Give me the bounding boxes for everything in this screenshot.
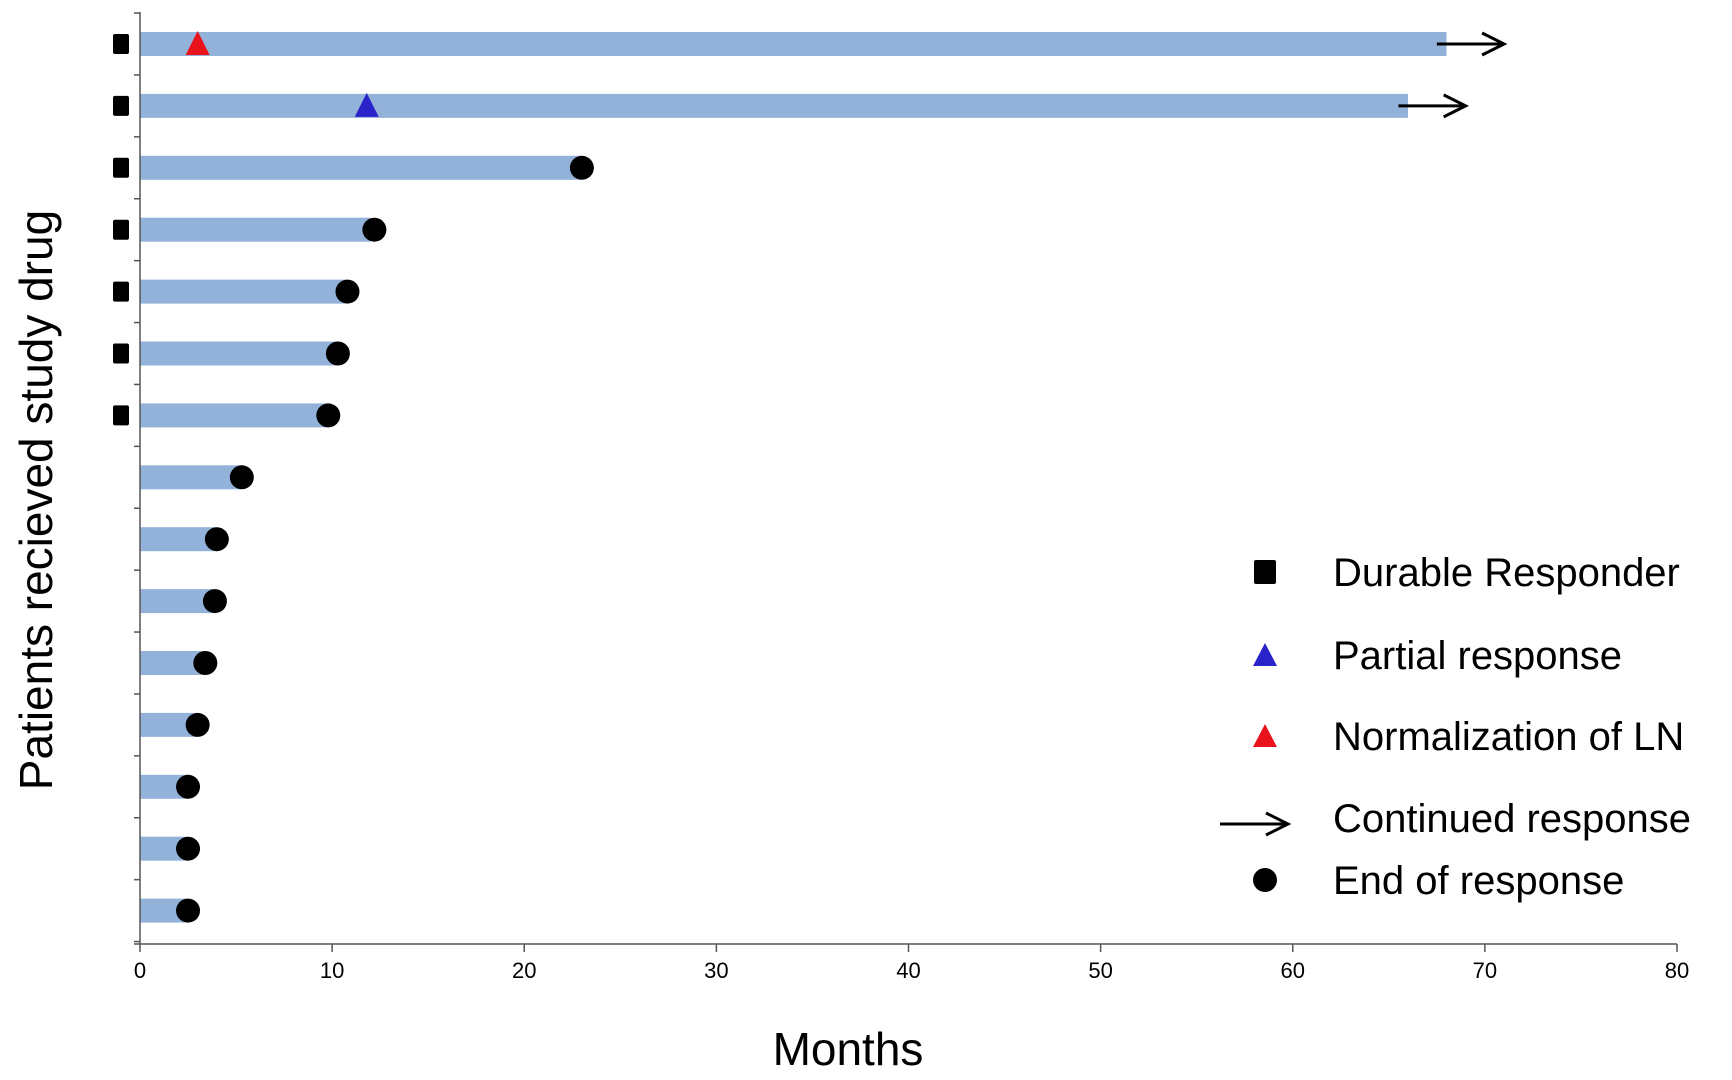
bar-patient-2 [140, 93, 1409, 118]
durable-responder-marker-6 [113, 343, 129, 364]
end-of-response-marker-11 [193, 651, 218, 675]
end-of-response-marker-8 [229, 465, 254, 490]
axes-layer: 0 10 20 30 40 50 60 70 80 [134, 12, 1689, 983]
legend-label: Continued response [1333, 797, 1691, 841]
end-of-response-marker-9 [204, 527, 229, 552]
durable-responder-marker-5 [113, 281, 129, 302]
durable-responder-marker-7 [113, 405, 129, 426]
bar-patient-6 [140, 341, 338, 366]
legend-item: Normalization of LN [1253, 715, 1684, 759]
end-of-response-marker-3 [569, 155, 594, 180]
end-of-response-marker-15 [176, 898, 201, 923]
durable-responder-marker-2 [113, 95, 129, 116]
x-axis-title: Months [773, 1023, 924, 1075]
end-of-response-marker-14 [176, 836, 201, 861]
x-tick-label: 70 [1473, 958, 1497, 983]
durable-responder-marker-4 [113, 219, 129, 240]
legend-square-icon [1254, 560, 1276, 584]
legend-item: Continued response [1220, 797, 1691, 841]
x-tick-label: 30 [704, 958, 728, 983]
legend-arrowhead-icon [1265, 811, 1292, 837]
x-tick-label: 50 [1088, 958, 1112, 983]
x-tick-label: 20 [512, 958, 536, 983]
legend-item: End of response [1253, 859, 1624, 903]
x-tick-label: 60 [1281, 958, 1305, 983]
end-of-response-marker-4 [362, 217, 387, 242]
legend-triangle-icon [1253, 643, 1277, 666]
end-of-response-marker-13 [176, 774, 201, 799]
legend-label: End of response [1333, 859, 1624, 903]
legend-item: Partial response [1253, 634, 1622, 678]
x-tick-label: 80 [1665, 958, 1689, 983]
partial-response-marker-2 [354, 92, 379, 117]
end-of-response-marker-10 [202, 589, 227, 614]
bar-patient-8 [140, 465, 242, 490]
legend-item: Durable Responder [1254, 551, 1680, 595]
bar-patient-10 [140, 589, 215, 614]
bar-patient-1 [140, 32, 1447, 56]
x-tick-label: 0 [134, 958, 146, 983]
legend-label: Partial response [1333, 634, 1622, 678]
end-of-response-marker-5 [335, 279, 360, 304]
continued-response-arrowhead-1 [1481, 31, 1508, 57]
bars-layer [140, 32, 1447, 923]
durable-responder-marker-3 [113, 157, 129, 178]
bar-patient-3 [140, 155, 582, 180]
legend: Durable Responder Partial response Normali… [1220, 551, 1691, 903]
x-tick-label: 40 [896, 958, 920, 983]
x-tick-label: 10 [320, 958, 344, 983]
normalization-ln-marker-1 [185, 31, 210, 55]
legend-label: Normalization of LN [1333, 715, 1684, 759]
continued-response-arrowhead-2 [1442, 93, 1470, 119]
bar-patient-7 [140, 403, 329, 428]
durable-responder-marker-1 [113, 34, 129, 54]
end-of-response-marker-7 [316, 403, 341, 428]
end-of-response-marker-6 [325, 341, 350, 366]
markers-layer [113, 31, 1508, 923]
bar-patient-9 [140, 527, 217, 552]
legend-circle-icon [1253, 868, 1277, 892]
end-of-response-marker-12 [185, 712, 210, 737]
bar-patient-4 [140, 217, 371, 242]
legend-triangle-icon [1253, 724, 1277, 747]
bar-patient-5 [140, 279, 348, 304]
legend-label: Durable Responder [1333, 551, 1680, 595]
y-axis-title: Patients recieved study drug [10, 210, 62, 790]
